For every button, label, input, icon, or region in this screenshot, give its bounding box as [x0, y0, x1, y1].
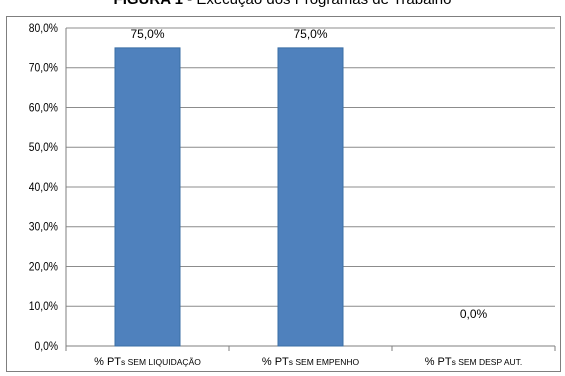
x-tick-label-part: % PT [425, 356, 452, 368]
y-tick-label: 70,0% [29, 62, 58, 75]
bar [114, 47, 181, 347]
y-tick-label: 80,0% [29, 22, 58, 35]
x-tick-label-part: s SEM LIQUIDAÇÃO [121, 357, 201, 367]
y-tick-label: 30,0% [29, 221, 58, 234]
x-tick-label-part: s SEM EMPENHO [289, 357, 360, 367]
y-tick-label: 60,0% [29, 102, 58, 115]
y-tick-label: 10,0% [29, 301, 58, 314]
x-tick-label: % PTs SEM EMPENHO [262, 356, 360, 368]
y-tick-label: 20,0% [29, 261, 58, 274]
x-tick-label: % PTs SEM DESP AUT. [425, 356, 523, 368]
figure-title-text: - Execução dos Programas de Trabalho [183, 0, 451, 8]
y-tick-label: 40,0% [29, 181, 58, 194]
y-tick-label: 0,0% [34, 340, 58, 353]
data-label: 75,0% [293, 27, 327, 41]
x-tick-label-part: % PT [262, 356, 289, 368]
x-tick-label-part: s SEM DESP AUT. [452, 357, 523, 367]
figure-title-number: FIGURA 1 [114, 0, 183, 8]
data-label: 0,0% [460, 307, 488, 321]
figure-title: FIGURA 1 - Execução dos Programas de Tra… [0, 0, 565, 8]
bar [277, 47, 344, 347]
x-tick-label: % PTs SEM LIQUIDAÇÃO [94, 356, 201, 368]
y-tick-label: 50,0% [29, 142, 58, 155]
x-tick-label-part: % PT [94, 356, 121, 368]
data-label: 75,0% [130, 27, 164, 41]
